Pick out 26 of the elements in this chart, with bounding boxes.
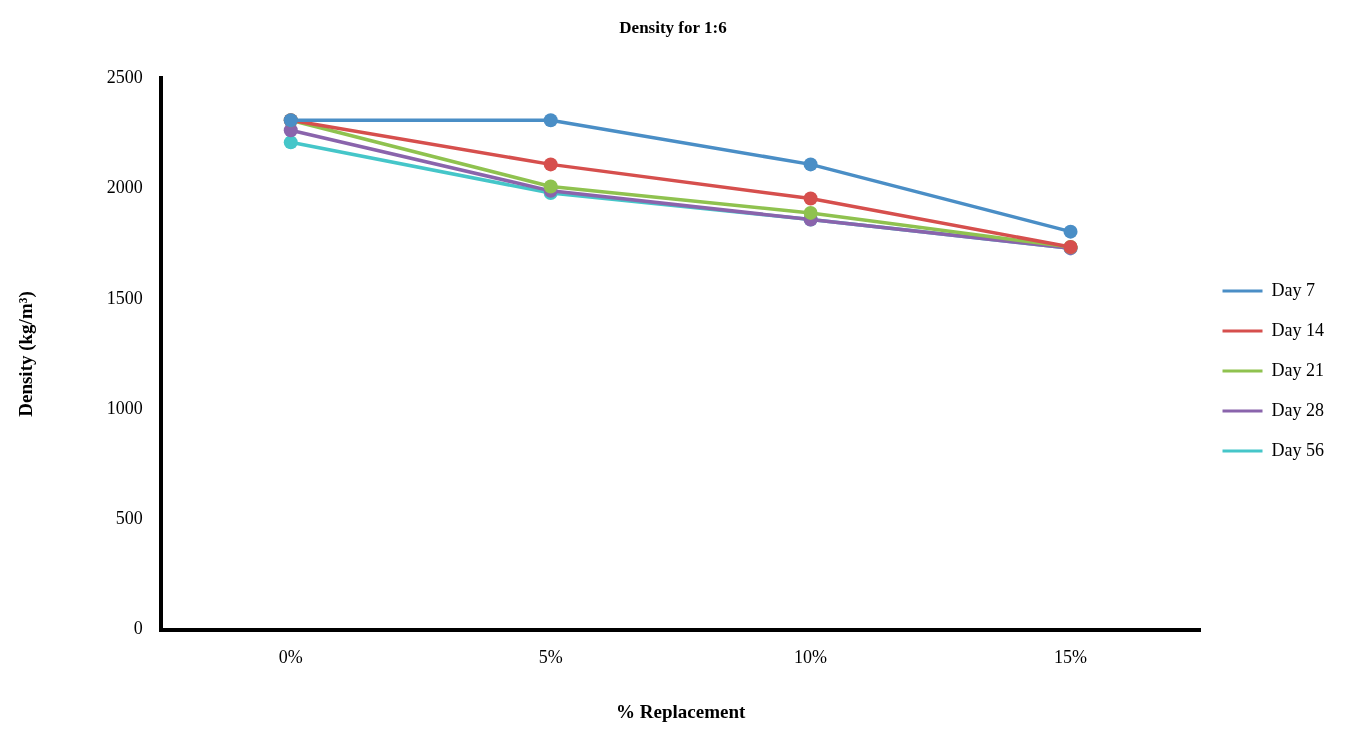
y-tick-label: 1000 [106,397,143,418]
point [803,157,818,172]
legend-label: Day 7 [1271,279,1316,300]
x-tick-label: 15% [1054,647,1088,668]
legend-label: Day 21 [1271,359,1325,380]
point [1063,224,1078,239]
y-tick-label: 1500 [106,287,143,308]
chart-title: Density for 1:6 [619,17,727,37]
x-tick-label: 10% [794,647,828,668]
x-tick-label: 0% [278,647,303,668]
y-tick-label: 2000 [106,177,143,198]
point [283,135,298,150]
point [543,113,558,128]
y-tick-label: 500 [115,508,143,529]
y-tick-label: 2500 [106,67,143,88]
x-tick-label: 5% [538,647,563,668]
legend-label: Day 14 [1271,319,1325,340]
x-axis-title: % Replacement [616,700,746,722]
point [543,157,558,172]
point [803,191,818,206]
point [803,205,818,220]
legend-label: Day 28 [1271,399,1325,420]
y-tick-label: 0 [133,618,143,639]
point [543,179,558,194]
legend-label: Day 56 [1271,439,1325,460]
y-axis-title: Density (kg/m³) [15,291,38,417]
